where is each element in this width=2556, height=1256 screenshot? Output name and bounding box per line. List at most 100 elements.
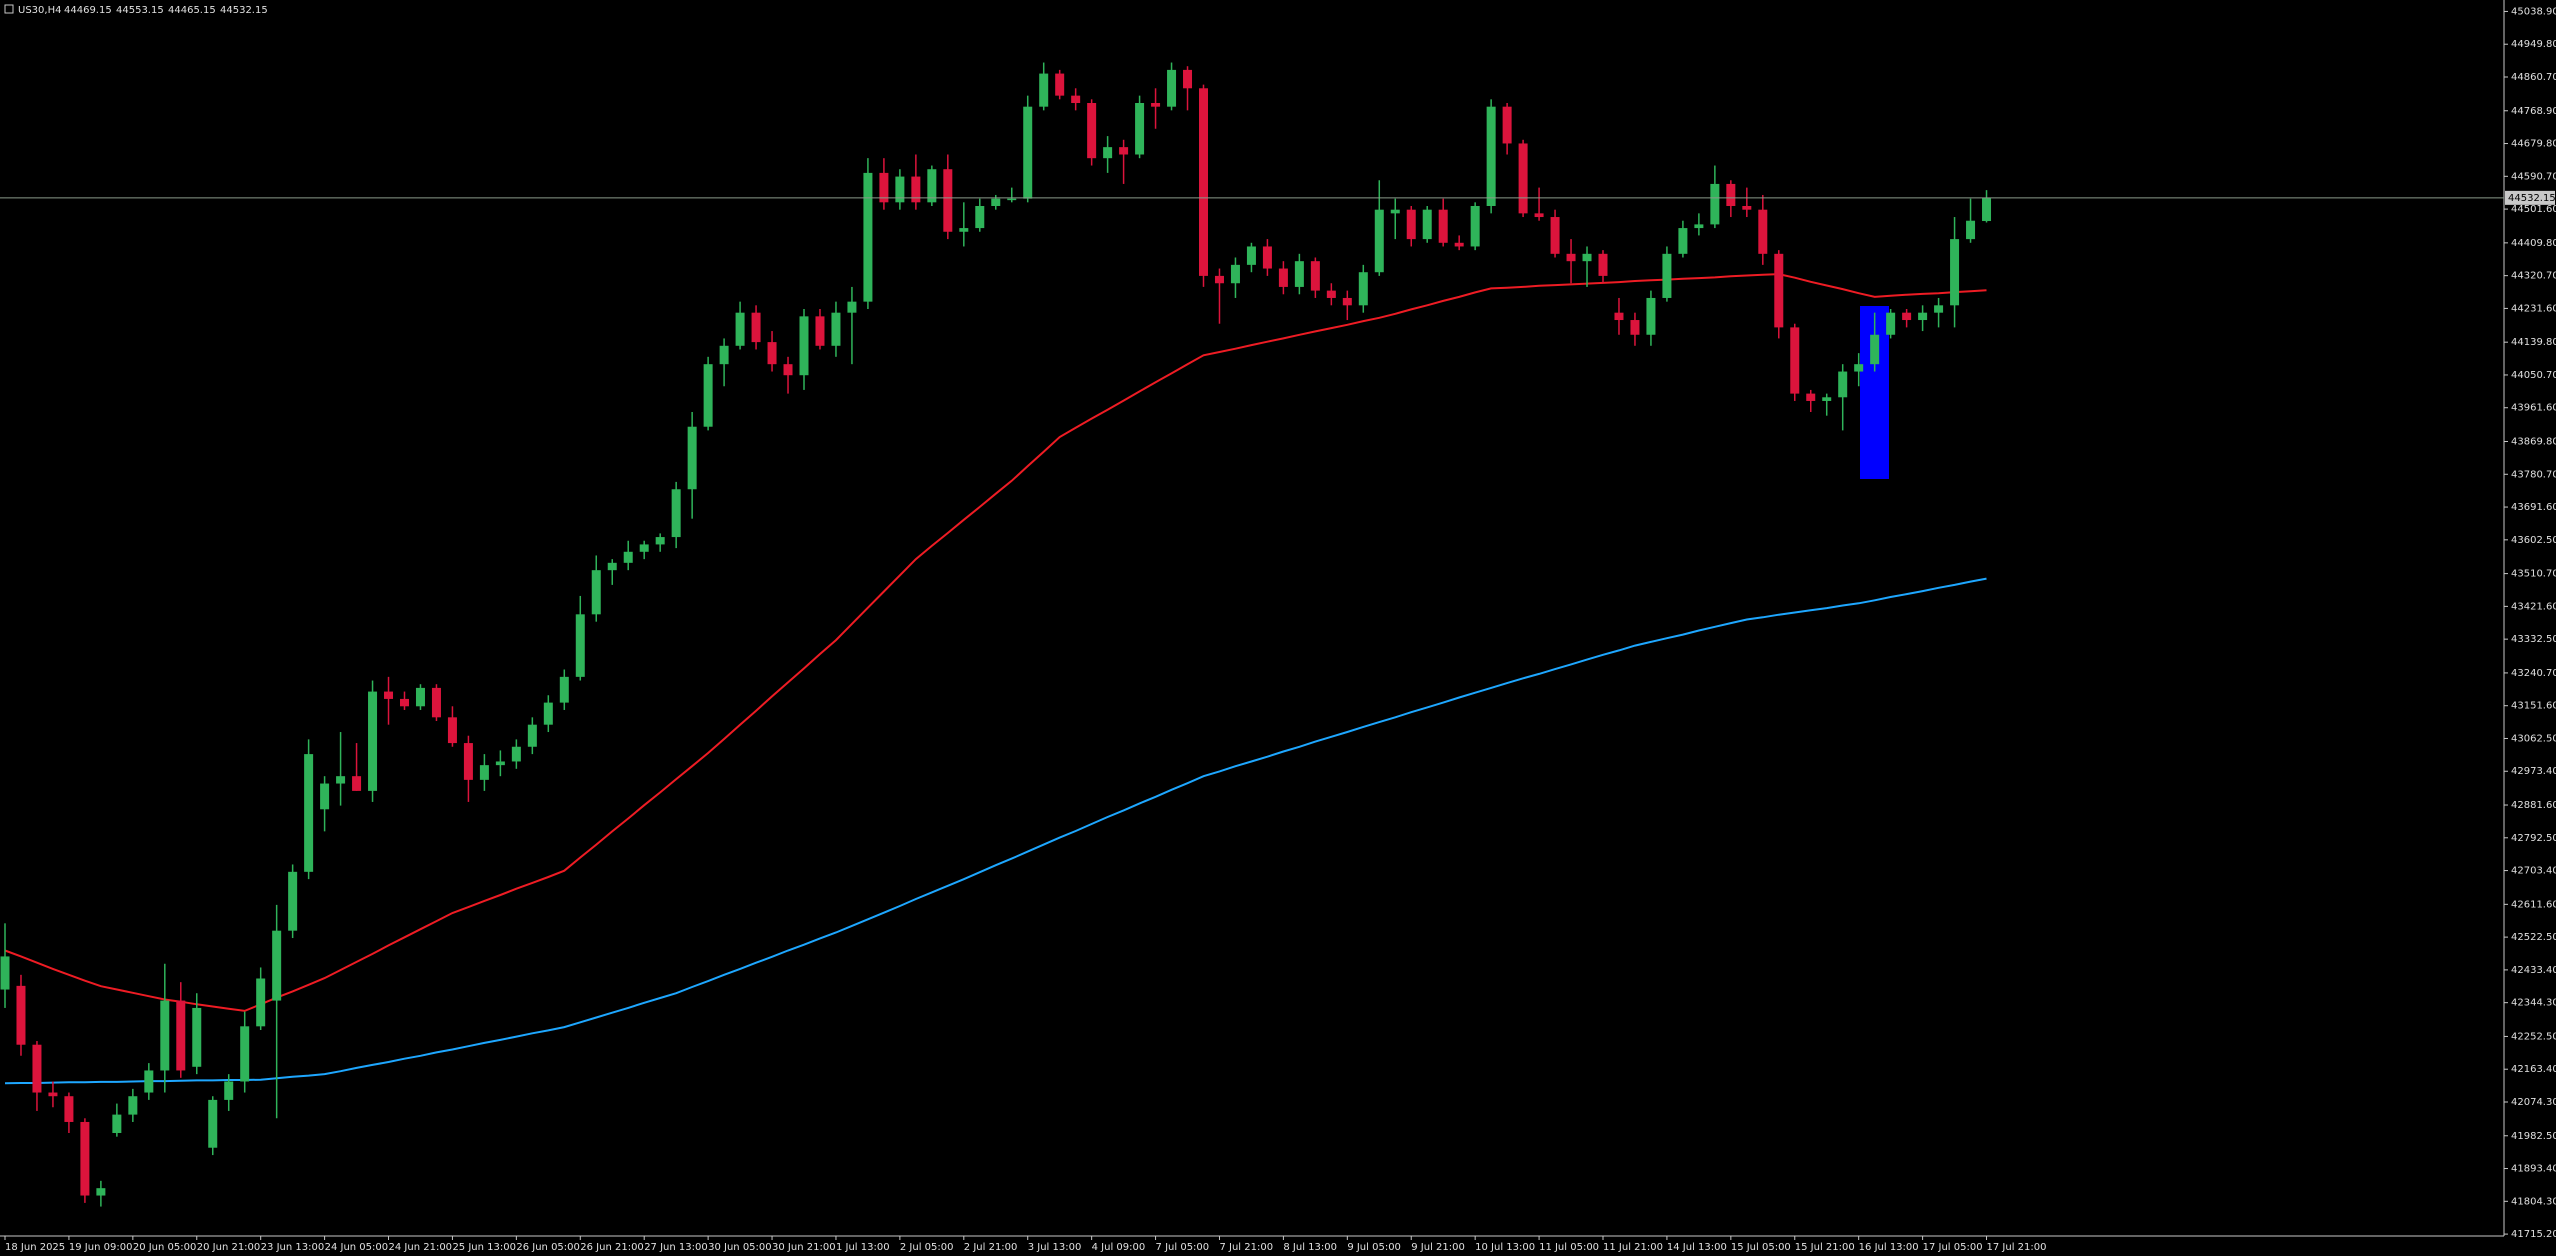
candle-body	[1934, 305, 1944, 313]
candle-body	[1230, 264, 1240, 284]
header-low: 44465.15	[168, 5, 216, 16]
y-tick-label: 44949.80	[2511, 39, 2556, 50]
candle-body	[431, 687, 441, 718]
candle-body	[1822, 397, 1832, 401]
y-tick-label: 44320.70	[2511, 271, 2556, 282]
candle-body	[1326, 290, 1336, 298]
candle-body	[1678, 228, 1688, 254]
y-tick-label: 43961.60	[2511, 403, 2556, 414]
candle-body	[1262, 246, 1272, 269]
candle-body	[256, 978, 266, 1027]
candle-body	[447, 717, 457, 744]
candle-body	[735, 312, 745, 346]
candle-body	[415, 687, 425, 707]
y-tick-label: 42881.60	[2511, 800, 2556, 811]
candle-body	[463, 743, 473, 780]
candle-body	[1406, 209, 1416, 240]
y-tick-label: 44139.80	[2511, 337, 2556, 348]
y-tick-label: 44501.60	[2511, 204, 2556, 215]
x-tick-label: 17 Jul 05:00	[1923, 1242, 1983, 1253]
y-tick-label: 43691.60	[2511, 502, 2556, 513]
candle-body	[703, 364, 713, 427]
candle-body	[304, 754, 314, 872]
candle-body	[895, 176, 905, 203]
y-tick-label: 42973.40	[2511, 766, 2556, 777]
candle-body	[1119, 147, 1129, 155]
moving-average-line	[4, 273, 1987, 1012]
x-tick-label: 10 Jul 13:00	[1475, 1242, 1535, 1253]
x-tick-label: 7 Jul 05:00	[1156, 1242, 1210, 1253]
y-tick-label: 42433.40	[2511, 965, 2556, 976]
candle-body	[863, 172, 873, 302]
candle-body	[1039, 73, 1049, 107]
y-tick-label: 43240.70	[2511, 668, 2556, 679]
y-tick-label: 42703.40	[2511, 866, 2556, 877]
price-marker-label: 44532.15	[2508, 193, 2556, 204]
candle-body	[1246, 246, 1256, 265]
y-tick-label: 44679.80	[2511, 139, 2556, 150]
x-tick-label: 30 Jun 05:00	[708, 1242, 772, 1253]
x-tick-label: 11 Jul 05:00	[1539, 1242, 1599, 1253]
y-tick-label: 44860.70	[2511, 72, 2556, 83]
candle-body	[1566, 253, 1576, 262]
candle-body	[336, 776, 346, 784]
candle-body	[1294, 261, 1304, 287]
candle-body	[16, 985, 26, 1045]
x-tick-label: 1 Jul 13:00	[836, 1242, 890, 1253]
candle-body	[1071, 95, 1081, 103]
candle-body	[144, 1070, 154, 1093]
candle-body	[1199, 88, 1208, 276]
x-tick-label: 23 Jun 13:00	[261, 1242, 325, 1253]
x-tick-label: 7 Jul 21:00	[1219, 1242, 1273, 1253]
x-tick-label: 24 Jun 21:00	[389, 1242, 453, 1253]
candle-body	[1950, 239, 1960, 306]
y-tick-label: 44409.80	[2511, 238, 2556, 249]
y-tick-label: 43780.70	[2511, 469, 2556, 480]
y-tick-label: 43332.50	[2511, 634, 2556, 645]
candle-body	[128, 1096, 138, 1115]
x-tick-label: 30 Jun 21:00	[772, 1242, 836, 1253]
candle-body	[240, 1026, 250, 1082]
candle-body	[1646, 297, 1656, 335]
candle-body	[639, 544, 649, 552]
candle-body	[991, 198, 1001, 206]
x-tick-label: 2 Jul 05:00	[900, 1242, 954, 1253]
x-tick-label: 27 Jun 13:00	[644, 1242, 708, 1253]
candle-body	[64, 1096, 74, 1122]
candle-body	[975, 206, 985, 229]
x-tick-label: 19 Jun 09:00	[69, 1242, 133, 1253]
candle-body	[1710, 183, 1720, 225]
window-icon	[4, 4, 14, 14]
candle-body	[400, 698, 409, 707]
x-tick-label: 8 Jul 13:00	[1283, 1242, 1337, 1253]
candle-body	[1342, 297, 1352, 306]
candle-body	[959, 228, 969, 232]
moving-average-line	[4, 577, 1987, 1085]
candle-body	[623, 551, 633, 563]
y-tick-label: 43602.50	[2511, 535, 2556, 546]
candle-body	[927, 169, 937, 203]
candle-body	[1422, 209, 1432, 240]
candle-body	[1726, 183, 1736, 206]
y-tick-label: 43510.70	[2511, 569, 2556, 580]
candle-body	[783, 364, 793, 376]
candle-body	[1214, 275, 1224, 284]
candle-body	[1502, 106, 1512, 144]
candle-body	[192, 1007, 202, 1067]
x-tick-label: 3 Jul 13:00	[1028, 1242, 1082, 1253]
candle-body	[511, 746, 521, 762]
y-tick-label: 42074.30	[2511, 1097, 2556, 1108]
candle-body	[1774, 253, 1784, 328]
candle-body	[272, 930, 282, 1001]
y-tick-label: 44231.60	[2511, 303, 2556, 314]
y-tick-label: 44590.70	[2511, 171, 2556, 182]
candle-body	[543, 702, 553, 725]
y-tick-label: 43421.60	[2511, 601, 2556, 612]
y-tick-label: 42344.30	[2511, 998, 2556, 1009]
candle-body	[1183, 69, 1193, 89]
candle-body	[1694, 224, 1704, 229]
x-tick-label: 20 Jun 05:00	[133, 1242, 197, 1253]
candle-body	[767, 342, 777, 365]
